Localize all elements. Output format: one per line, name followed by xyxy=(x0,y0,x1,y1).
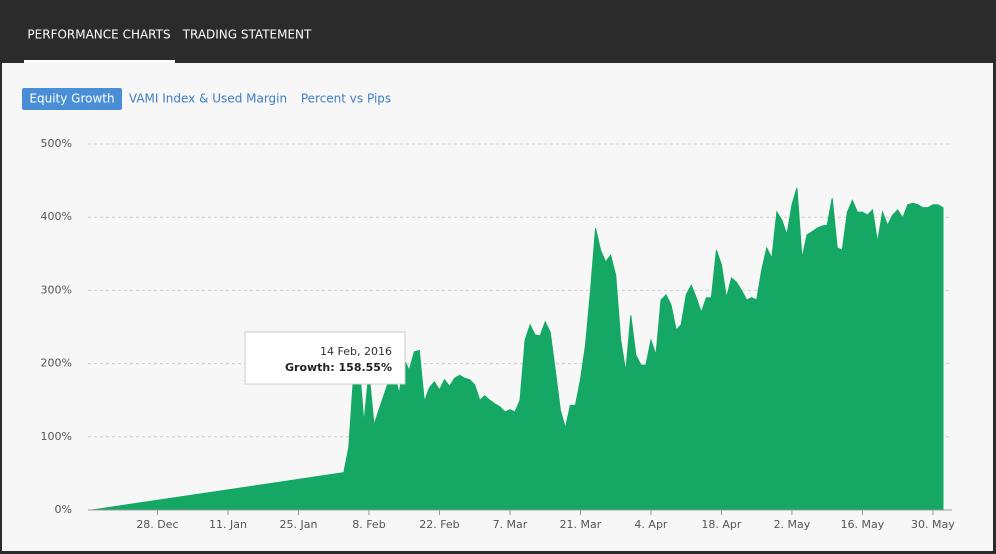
button-bg[interactable] xyxy=(22,88,122,110)
x-tick-label: 8. Feb xyxy=(352,518,385,531)
x-tick-label: 30. May xyxy=(911,518,955,531)
y-tick-label: 0% xyxy=(55,503,72,516)
x-tick-label: 21. Mar xyxy=(560,518,602,531)
area xyxy=(91,187,944,511)
tooltip-number: 158.55% xyxy=(339,361,392,374)
x-tick-label: 11. Jan xyxy=(209,518,247,531)
y-tick-label: 200% xyxy=(41,357,72,370)
tab-underline xyxy=(24,60,175,63)
x-tick-label: 22. Feb xyxy=(419,518,459,531)
button[interactable]: Percent vs Pips xyxy=(301,92,391,106)
tooltip-title: 14 Feb, 2016 xyxy=(320,345,392,358)
x-tick-label: 16. May xyxy=(841,518,885,531)
plot: 0% 100% 200% 300% 400% 500% 28. Dec 11. Jan 25. … xyxy=(41,137,956,531)
y-tick-label: 500% xyxy=(41,137,72,150)
x-tick-label: 2. May xyxy=(774,518,811,531)
x-tick-label: 25. Jan xyxy=(279,518,317,531)
x-tick-label: 28. Dec xyxy=(136,518,178,531)
x-tick-label: 7. Mar xyxy=(493,518,528,531)
y-tick-label: 400% xyxy=(41,210,72,223)
button[interactable]: VAMI Index & Used Margin xyxy=(129,92,287,106)
x-tick-label: 4. Apr xyxy=(634,518,667,531)
button[interactable]: Equity Growth xyxy=(29,92,114,106)
tab[interactable]: TRADING STATEMENT xyxy=(182,28,312,42)
tooltip-label: Growth: xyxy=(285,361,335,374)
tooltip-box xyxy=(244,331,406,385)
tooltip: 14 Feb, 2016 Growth: 158.55% xyxy=(244,331,406,385)
y-tick-label: 100% xyxy=(41,430,72,443)
tab[interactable]: PERFORMANCE CHARTS xyxy=(27,28,170,42)
tooltip-value: Growth: 158.55% xyxy=(285,361,392,374)
x-tick-label: 18. Apr xyxy=(701,518,741,531)
top-bar xyxy=(0,0,996,63)
y-tick-label: 300% xyxy=(41,283,72,296)
